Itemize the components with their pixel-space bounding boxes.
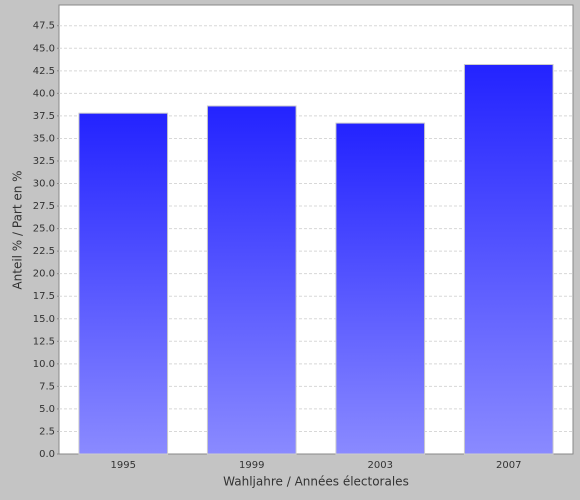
bar <box>78 112 169 455</box>
y-tick-label: 15.0 <box>33 314 55 325</box>
y-tick-label: 32.5 <box>33 156 55 167</box>
y-tick-label: 25.0 <box>33 224 55 235</box>
y-tick-label: 20.0 <box>33 269 55 280</box>
y-tick-label: 45.0 <box>33 43 55 54</box>
y-tick-label: 37.5 <box>33 111 55 122</box>
x-axis-label: Wahljahre / Années électorales <box>223 475 409 489</box>
y-axis-label: Anteil % / Part en % <box>11 170 25 289</box>
bar <box>463 64 554 455</box>
y-tick-label: 2.5 <box>39 426 55 437</box>
x-tick-label: 1999 <box>239 460 264 471</box>
y-tick-label: 0.0 <box>39 449 55 460</box>
y-tick-label: 27.5 <box>33 201 55 212</box>
y-tick-label: 30.0 <box>33 179 55 190</box>
y-tick-label: 35.0 <box>33 133 55 144</box>
x-tick-label: 2003 <box>368 460 393 471</box>
y-tick-label: 40.0 <box>33 88 55 99</box>
y-tick-label: 5.0 <box>39 404 55 415</box>
x-tick-label: 1995 <box>111 460 136 471</box>
x-tick-label: 2007 <box>496 460 521 471</box>
y-tick-label: 10.0 <box>33 359 55 370</box>
y-tick-label: 17.5 <box>33 291 55 302</box>
y-tick-label: 42.5 <box>33 66 55 77</box>
y-tick-label: 7.5 <box>39 381 55 392</box>
y-tick-label: 12.5 <box>33 336 55 347</box>
bar <box>335 122 426 455</box>
y-tick-label: 22.5 <box>33 246 55 257</box>
y-tick-label: 47.5 <box>33 21 55 32</box>
bar <box>206 105 297 455</box>
